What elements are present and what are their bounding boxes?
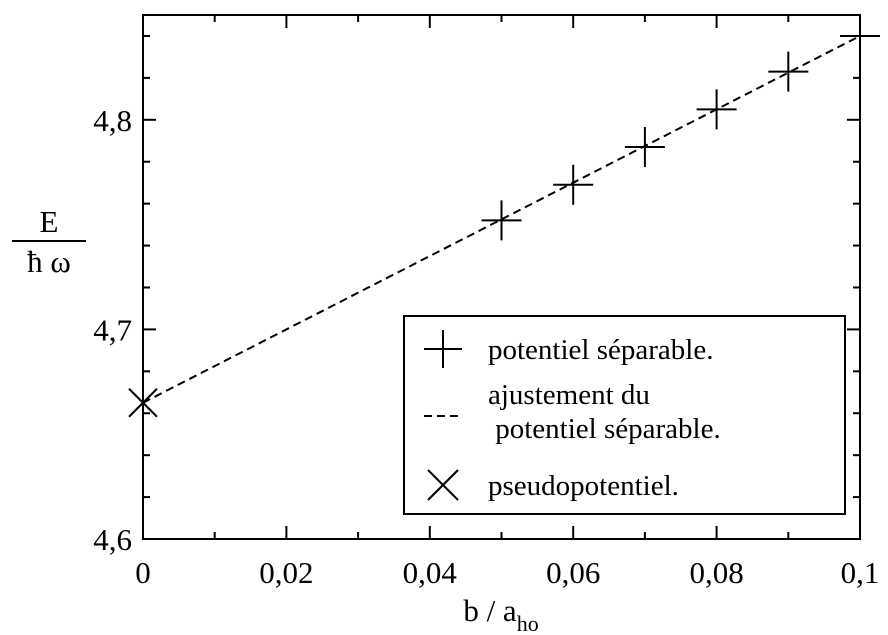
- plus-marker: [696, 89, 737, 130]
- plus-marker: [481, 200, 522, 241]
- legend: potentiel séparable.ajustement du potent…: [403, 315, 846, 515]
- plus-marker: [553, 164, 594, 205]
- plus-marker: [768, 51, 809, 92]
- legend-label-separable: potentiel séparable.: [488, 334, 713, 366]
- legend-label-fit: ajustement du: [488, 379, 650, 411]
- x-tick-label: 0,06: [546, 555, 600, 590]
- plus-marker: [840, 15, 880, 56]
- axis-titles: b / aho Eħ ω: [12, 204, 539, 635]
- x-tick-label: 0,08: [689, 555, 743, 590]
- x-tick-label: 0,02: [259, 555, 313, 590]
- cross-marker: [128, 388, 158, 418]
- x-tick-label: 0: [135, 555, 151, 590]
- fit-line: [142, 35, 861, 404]
- y-tick-label: 4,7: [93, 312, 132, 347]
- legend-label-fit: potentiel séparable.: [488, 413, 721, 445]
- legend-label-pseudo: pseudopotentiel.: [488, 470, 679, 502]
- plot-marks: [128, 15, 880, 418]
- x-axis-title-subscript: ho: [517, 611, 539, 635]
- y-tick-label: 4,8: [93, 103, 132, 138]
- y-tick-label: 4,6: [93, 522, 132, 557]
- x-axis-title-base: b / a: [463, 593, 517, 628]
- plus-marker: [624, 127, 665, 168]
- x-axis-title: b / aho: [463, 593, 538, 635]
- y-axis-title-numerator: E: [40, 204, 59, 239]
- x-tick-label: 0,1: [841, 555, 880, 590]
- x-tick-label: 0,04: [403, 555, 458, 590]
- legend-cross-symbol: [427, 469, 459, 501]
- y-axis-title-denominator: ħ ω: [27, 244, 71, 279]
- legend-box: [403, 315, 846, 515]
- legend-plus-symbol: [424, 330, 462, 368]
